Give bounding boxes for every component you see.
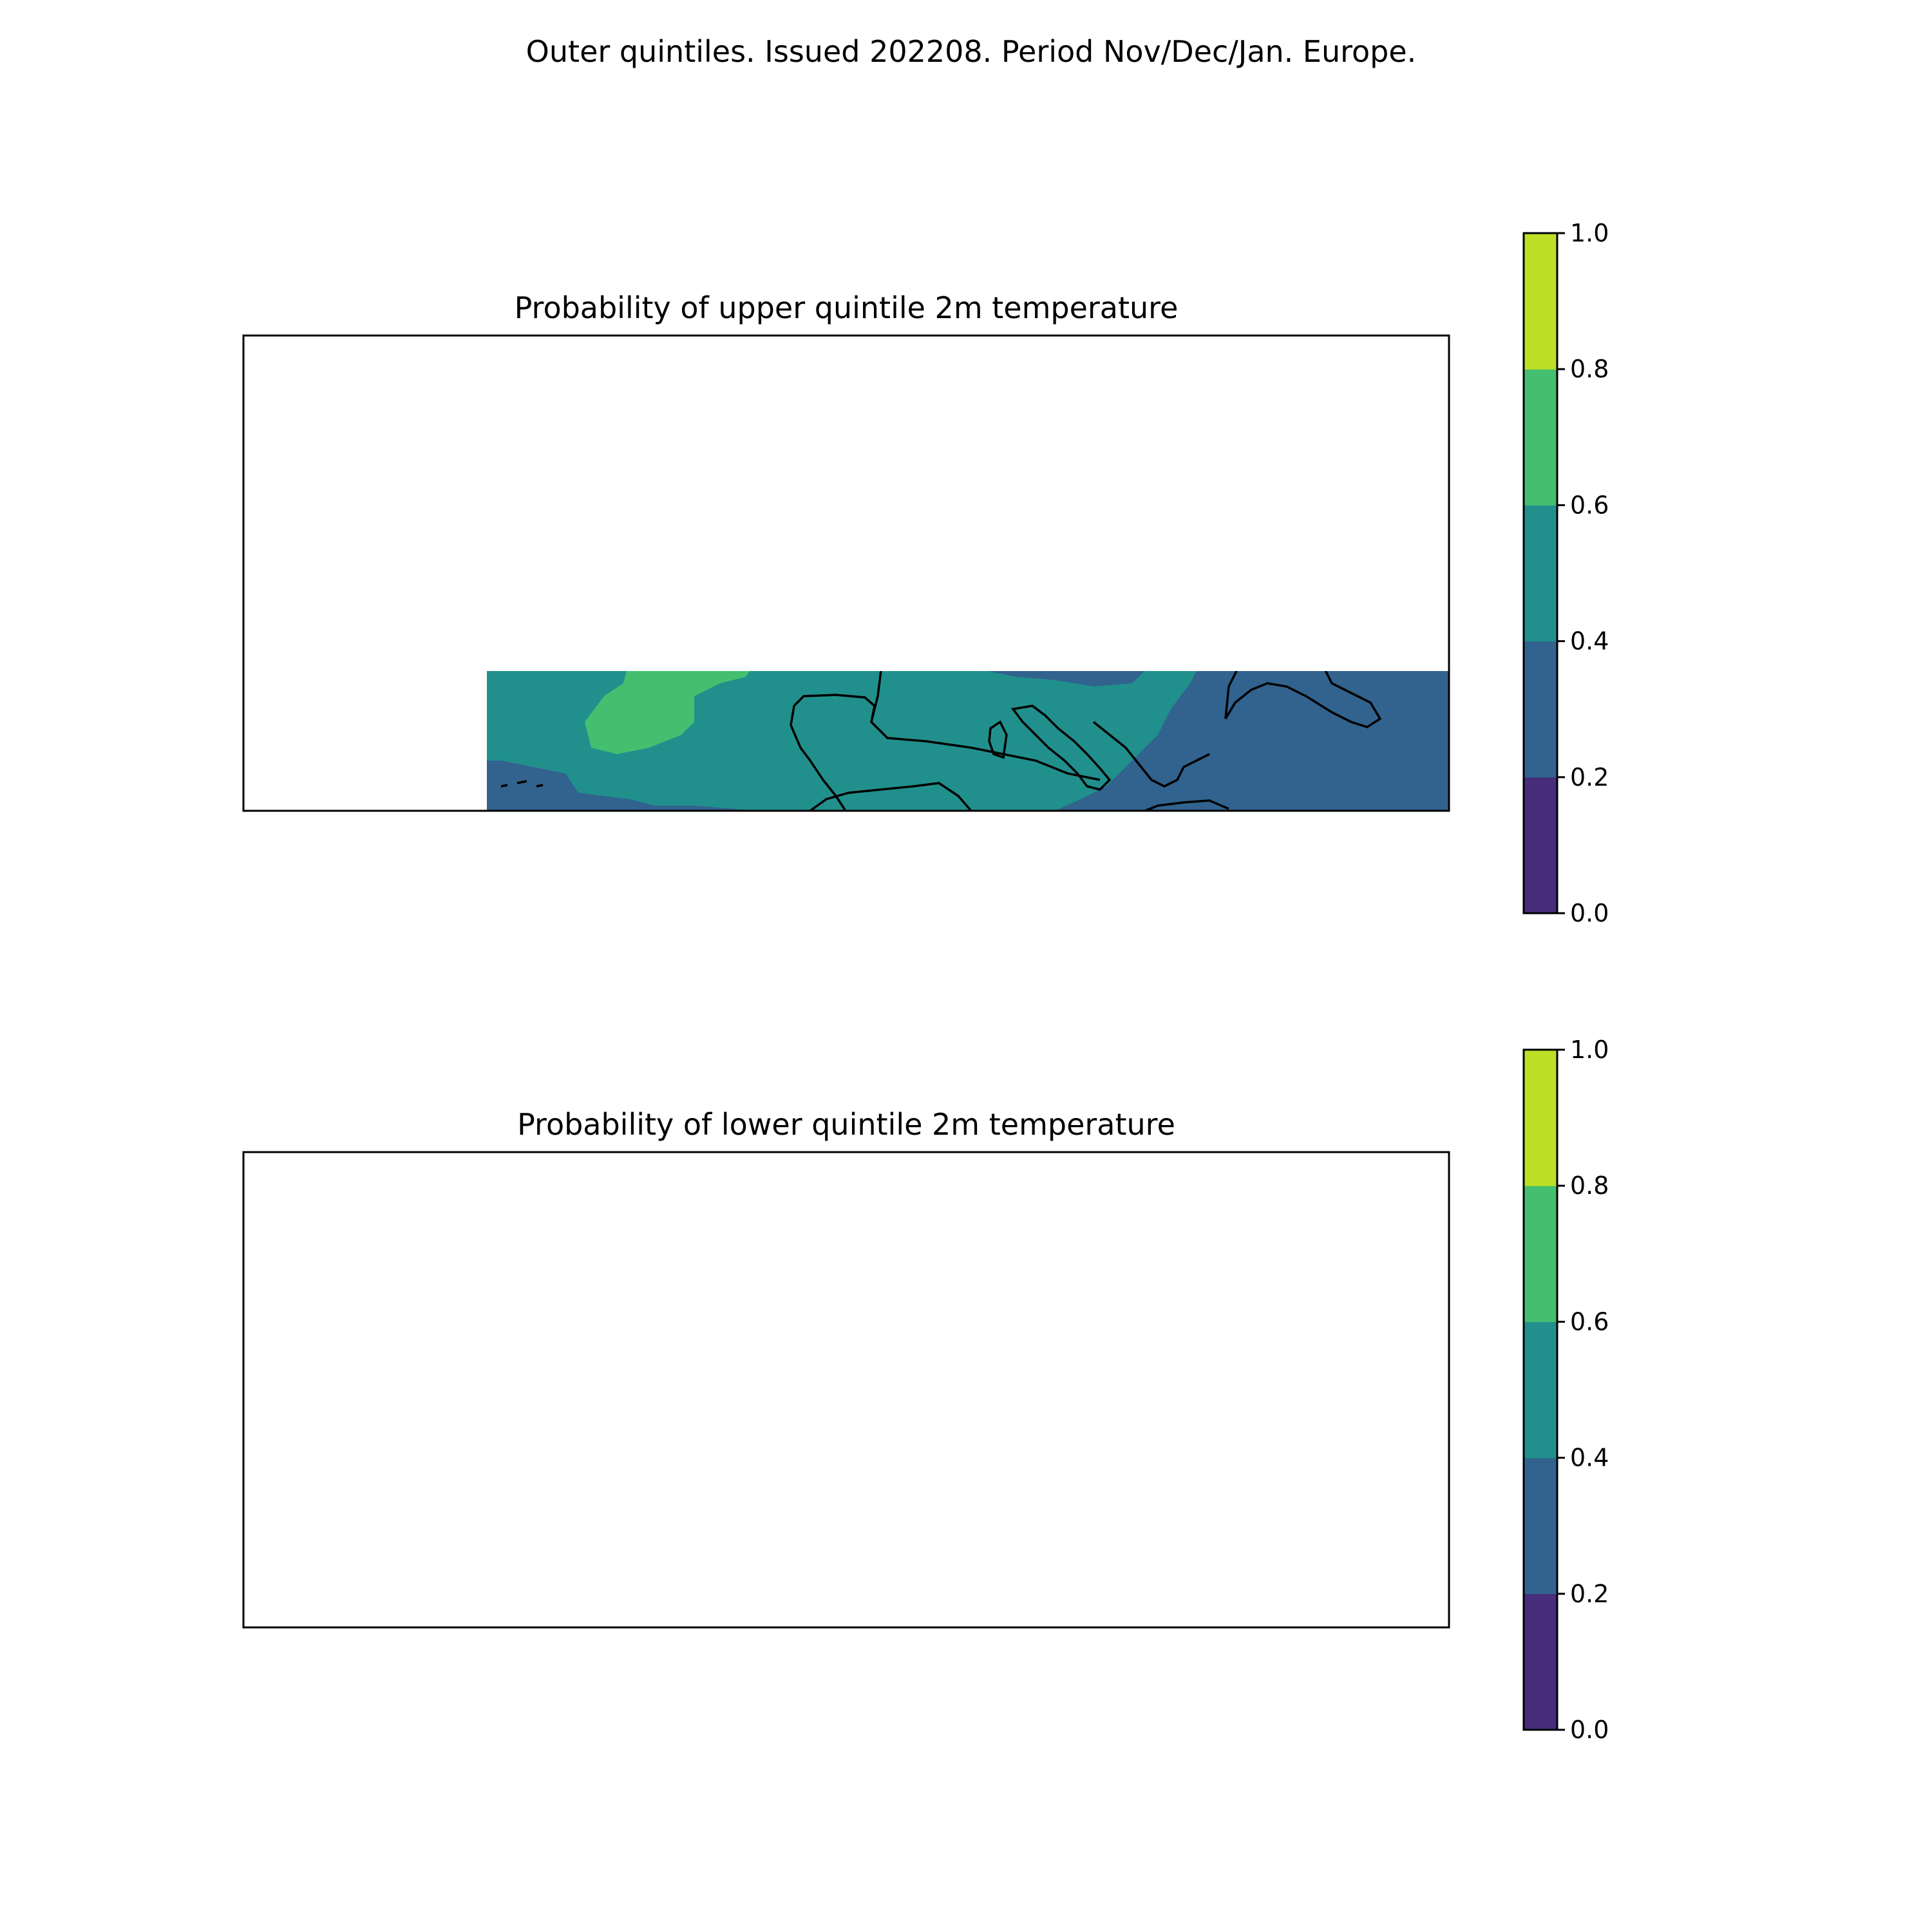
region-central-europe [987, 671, 1144, 687]
region-greenland-atlantic-low [243, 336, 887, 638]
colorbar-segment [1524, 641, 1557, 778]
colorbar-segment [1524, 777, 1557, 914]
colorbar-tick-label: 0.0 [1570, 899, 1609, 927]
region-southwest-corner [243, 683, 398, 811]
colorbar-tick-label: 0.6 [1570, 491, 1609, 519]
colorbar-tick-label: 0.6 [1570, 1307, 1609, 1336]
region-azores-high [585, 671, 750, 754]
colorbar-lower: 0.0 0.2 0.4 0.6 0.8 1.0 [1522, 1036, 1609, 1744]
colorbar-segment [1524, 1593, 1557, 1730]
region-scandinavia-moderate [1007, 458, 1116, 529]
colorbar-segment [1524, 1457, 1557, 1595]
colorbar-segment [1524, 369, 1557, 506]
colorbar-tick-label: 0.4 [1570, 1444, 1609, 1472]
colorbar-tick-label: 0.8 [1570, 355, 1609, 383]
colorbar-upper: 0.0 0.2 0.4 0.6 0.8 1.0 [1522, 219, 1609, 927]
map-frame-lower [242, 1151, 1450, 1629]
figure-suptitle: Outer quintiles. Issued 202208. Period N… [526, 34, 1417, 69]
colorbar-frame [1522, 232, 1558, 914]
colorbar-tick-label: 0.2 [1570, 763, 1609, 791]
colorbar-segment [1524, 1050, 1557, 1186]
coastlines-lower [243, 1152, 1449, 1627]
region-russia-moderate [1209, 461, 1422, 519]
colorbar-segment [1524, 505, 1557, 642]
colorbar-tick-label: 0.8 [1570, 1171, 1609, 1200]
region-iceland-north-patch [462, 1207, 498, 1224]
colorbar-tick-label: 0.2 [1570, 1580, 1609, 1608]
region-greenland-patch [243, 1152, 450, 1229]
map-upper-quintile: Probability of upper quintile 2m tempera… [242, 290, 1450, 812]
colorbar-tick-label: 1.0 [1570, 219, 1609, 247]
colorbar-frame [1522, 1048, 1558, 1731]
colorbar-tick-label: 1.0 [1570, 1036, 1609, 1064]
colorbar-segment [1524, 233, 1557, 370]
map-title-lower: Probability of lower quintile 2m tempera… [517, 1107, 1175, 1142]
region-greenland-coast-patch [243, 1271, 308, 1307]
map-lower-quintile: Probability of lower quintile 2m tempera… [242, 1107, 1450, 1629]
colorbar-segment [1524, 1186, 1557, 1322]
map-title-upper: Probability of upper quintile 2m tempera… [515, 290, 1179, 325]
map-background-lower [243, 1152, 1449, 1627]
colorbar-tick-label: 0.4 [1570, 627, 1609, 656]
colorbar-segment [1524, 1321, 1557, 1459]
map-frame-upper [242, 334, 1450, 812]
region-barents-sea [1274, 336, 1449, 387]
colorbar-tick-label: 0.0 [1570, 1716, 1609, 1744]
region-mid-atlantic-low [340, 574, 462, 715]
